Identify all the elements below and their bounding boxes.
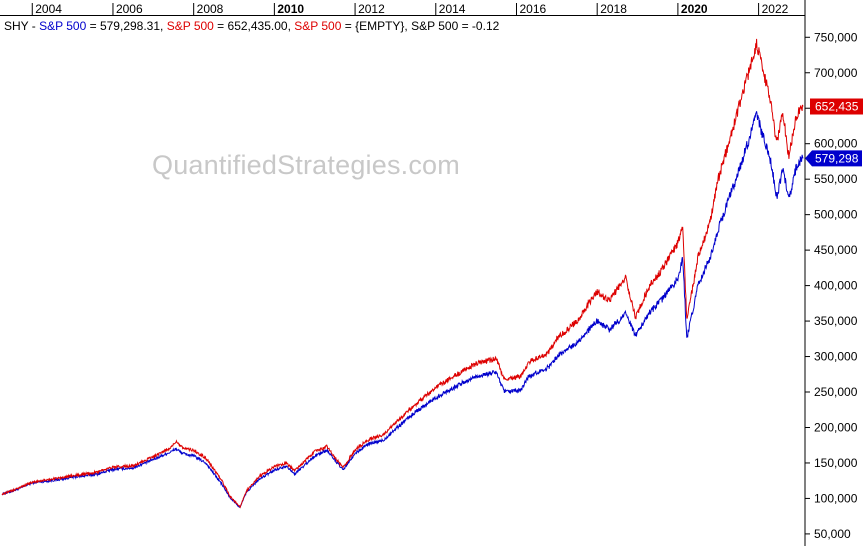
y-tick-label: 500,000 (814, 208, 858, 222)
legend-series-1-value: = 579,298.31, (86, 19, 167, 33)
x-tick-label: 2018 (600, 2, 627, 16)
tag-label: 652,435 (815, 100, 859, 114)
legend-series-2-value: = 652,435.00, (213, 19, 295, 33)
legend-prefix: SHY - (4, 19, 40, 33)
y-tick-label: 300,000 (814, 350, 858, 364)
tag-shape (810, 98, 863, 115)
y-tick-label: 450,000 (814, 243, 858, 257)
x-tick-label: 2010 (277, 2, 304, 16)
last-value-tag-1: 579,298 (805, 150, 862, 167)
plot-lines (1, 38, 804, 509)
y-tick-label: 700,000 (814, 66, 858, 80)
y-tick-label: 350,000 (814, 314, 858, 328)
y-tick-label: 50,000 (814, 527, 851, 541)
tag-shape (805, 150, 862, 167)
legend: SHY - S&P 500 = 579,298.31, S&P 500 = 65… (4, 19, 499, 33)
y-tick-label: 100,000 (814, 491, 858, 505)
tag-label: 579,298 (815, 151, 859, 165)
legend-series-4: S&P 500 = -0.12 (411, 19, 500, 33)
x-tick-label: 2012 (358, 2, 385, 16)
x-tick-label: 2014 (439, 2, 466, 16)
watermark: QuantifiedStrategies.com (152, 150, 460, 180)
x-tick-label: 2022 (762, 2, 789, 16)
x-tick-label: 2016 (519, 2, 546, 16)
x-tick-label: 2008 (197, 2, 224, 16)
legend-series-3-name: S&P 500 (294, 19, 342, 33)
last-value-tags: 579,298 652,435 (805, 98, 863, 167)
x-tick-label: 2004 (35, 2, 62, 16)
series-line-2 (1, 38, 804, 509)
x-tick-label: 2006 (116, 2, 143, 16)
y-tick-label: 550,000 (814, 172, 858, 186)
y-tick-label: 200,000 (814, 420, 858, 434)
x-axis: 2004 2006 2008 2010 2012 2014 2016 2018 2020 2022 (0, 2, 805, 16)
last-value-tag-2: 652,435 (810, 98, 863, 115)
legend-series-2-name: S&P 500 (166, 19, 214, 33)
y-tick-label: 150,000 (814, 456, 858, 470)
series-line-1 (1, 111, 804, 508)
y-tick-label: 400,000 (814, 279, 858, 293)
y-tick-label: 750,000 (814, 30, 858, 44)
x-tick-label: 2020 (681, 2, 708, 16)
y-tick-label: 600,000 (814, 137, 858, 151)
y-tick-label: 250,000 (814, 385, 858, 399)
legend-series-3-value: = {EMPTY}, (341, 19, 412, 33)
legend-series-1-name: S&P 500 (39, 19, 87, 33)
